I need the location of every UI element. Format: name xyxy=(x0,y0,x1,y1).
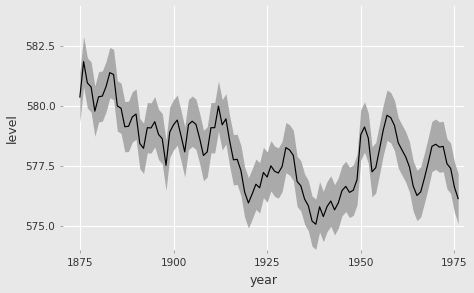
X-axis label: year: year xyxy=(249,275,277,287)
Y-axis label: level: level xyxy=(6,113,18,143)
